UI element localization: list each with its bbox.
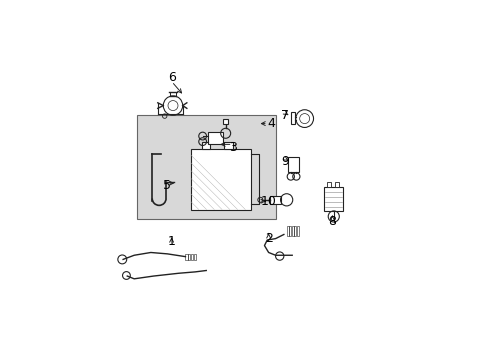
Bar [288, 226, 290, 236]
Text: 2: 2 [264, 232, 272, 245]
Bar [286, 226, 288, 236]
Text: 4: 4 [267, 117, 275, 130]
Bar [324, 187, 343, 211]
Text: 5: 5 [163, 179, 171, 193]
Bar [334, 182, 339, 187]
Bar [287, 157, 299, 172]
Text: 10: 10 [260, 195, 276, 208]
Bar [191, 253, 193, 260]
Bar [185, 253, 187, 260]
Bar [296, 226, 298, 236]
Bar [193, 253, 196, 260]
Bar [188, 253, 190, 260]
Bar [269, 196, 280, 204]
Text: 3: 3 [228, 141, 236, 154]
Bar [202, 141, 210, 149]
Bar [290, 112, 294, 123]
Text: 9: 9 [281, 154, 288, 167]
Text: 1: 1 [167, 235, 175, 248]
Bar [137, 115, 275, 219]
Bar [223, 120, 228, 123]
Bar [207, 132, 223, 144]
Text: 8: 8 [328, 216, 336, 229]
Bar [224, 141, 232, 149]
Text: 7: 7 [281, 109, 289, 122]
Bar [326, 182, 330, 187]
Bar [191, 149, 250, 210]
Text: 6: 6 [167, 71, 175, 84]
Bar [293, 226, 295, 236]
Bar [291, 226, 293, 236]
